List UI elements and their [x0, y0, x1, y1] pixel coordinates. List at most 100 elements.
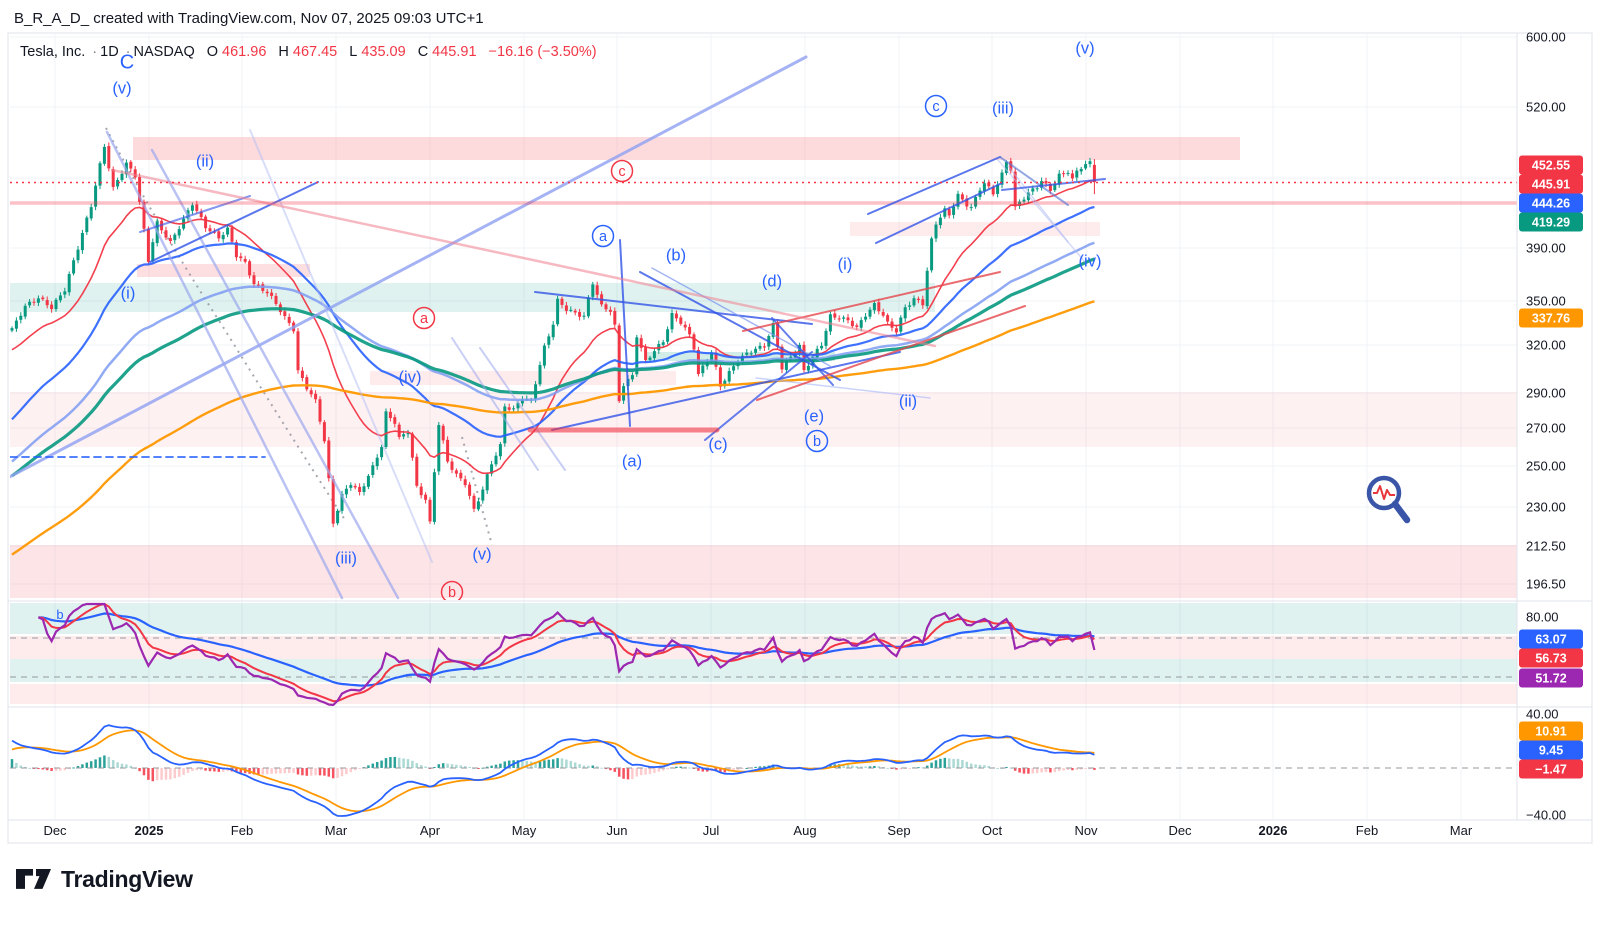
trendline-drawing[interactable] — [704, 351, 813, 441]
svg-text:337.76: 337.76 — [1532, 312, 1570, 326]
supply-zone-top[interactable] — [133, 137, 1240, 160]
wave-label[interactable]: (a) — [622, 453, 642, 471]
time-axis-label: Mar — [1450, 823, 1473, 838]
wave-label[interactable]: (e) — [804, 408, 824, 426]
trendline-drawing[interactable] — [997, 159, 1086, 263]
svg-text:(i): (i) — [838, 256, 853, 274]
trendline-drawing[interactable] — [110, 168, 937, 348]
price-badge: 10.91 — [1519, 721, 1583, 741]
ma-mid-blue[interactable] — [11, 205, 1095, 438]
ma-long-orange[interactable] — [11, 300, 1095, 556]
ma-slow-green[interactable] — [11, 257, 1095, 478]
symbol-legend[interactable]: Tesla, Inc. · 1D · NASDAQ O 461.96 H 467.45 L 435.… — [20, 44, 601, 60]
main-price-pane[interactable]: C (v) (ii) (i) a (iv) (iii) (v) b c a (b) (d) (i) (e) b… — [0, 40, 1517, 603]
rsi-line-purple[interactable] — [37, 602, 1096, 706]
zone-bottom-band[interactable] — [10, 545, 1517, 598]
trendline-drawing[interactable] — [771, 317, 834, 386]
wave-label[interactable]: b — [440, 580, 464, 603]
wave-label[interactable]: (ii) — [196, 153, 214, 171]
time-axis[interactable]: Dec 2025 Feb Mar Apr May Jun Jul Aug Sep Oct Nov Dec… — [43, 823, 1472, 838]
exchange-label: NASDAQ — [133, 44, 195, 60]
close-value: 445.91 — [432, 44, 477, 60]
wave-label[interactable]: (v) — [472, 546, 491, 564]
trendline-drawing[interactable] — [249, 129, 433, 563]
wave-label[interactable]: b — [56, 607, 63, 622]
rsi-pane[interactable]: b — [10, 602, 1517, 706]
trendline-drawing[interactable] — [139, 195, 251, 233]
trendline-drawing[interactable] — [756, 305, 1026, 401]
price-badge: 9.45 — [1519, 740, 1583, 760]
wave-label[interactable]: C — [120, 52, 134, 74]
time-axis-label: Aug — [793, 823, 816, 838]
wave-label[interactable]: (iv) — [1079, 253, 1102, 271]
magnifier-chart-icon[interactable] — [1366, 475, 1411, 524]
svg-text:(a): (a) — [622, 453, 642, 471]
ma-fast-red[interactable] — [11, 180, 1095, 475]
trendline-drawing[interactable] — [875, 182, 1003, 244]
time-axis-label: 2025 — [135, 823, 164, 838]
legend-separator: · — [92, 44, 98, 60]
interval-label[interactable]: 1D — [100, 44, 119, 60]
wave-label[interactable]: (d) — [762, 273, 782, 291]
trendline-drawing[interactable] — [742, 271, 1001, 332]
trendline-drawing[interactable] — [867, 156, 1001, 215]
axis-tick-label: 270.00 — [1526, 421, 1566, 436]
wave-label[interactable]: c — [610, 159, 634, 183]
wave-label[interactable]: a — [412, 306, 436, 330]
price-badge: 337.76 — [1519, 308, 1583, 328]
open-value: 461.96 — [222, 44, 267, 60]
axis-tick-label: −40.00 — [1526, 808, 1566, 823]
axis-tick-label: 212.50 — [1526, 539, 1566, 554]
high-value: 467.45 — [292, 44, 338, 60]
macd-line[interactable] — [11, 724, 1095, 817]
trendline-drawing[interactable] — [105, 130, 344, 600]
rsi-ma-blue[interactable] — [38, 612, 1095, 687]
wave-label[interactable]: (c) — [708, 436, 727, 454]
tradingview-logo[interactable]: TradingView — [15, 866, 193, 893]
wave-label[interactable]: (ii) — [899, 393, 917, 411]
wave-label[interactable]: (iii) — [992, 100, 1014, 118]
dotted-trend-curve[interactable] — [461, 436, 493, 546]
trendline-drawing[interactable] — [0, 55, 808, 482]
rsi-band — [10, 684, 1517, 704]
svg-text:a: a — [599, 229, 608, 245]
wave-label[interactable]: (v) — [112, 80, 131, 98]
zone-jan-small[interactable] — [137, 264, 310, 277]
axis-tick-label: 40.00 — [1526, 707, 1559, 722]
trendline-drawing[interactable] — [534, 291, 813, 325]
trendline-drawing[interactable] — [149, 181, 319, 263]
top-attribution-bar: B_R_A_D_ created with TradingView.com, N… — [0, 0, 1600, 33]
svg-text:(ii): (ii) — [196, 153, 214, 171]
wave-label[interactable]: (iii) — [335, 550, 357, 568]
symbol-name[interactable]: Tesla, Inc. — [20, 44, 86, 60]
trendline-drawing[interactable] — [451, 337, 539, 471]
time-axis-label: Nov — [1074, 823, 1098, 838]
price-badge: 444.26 — [1519, 193, 1583, 213]
macd-pane[interactable] — [10, 724, 1517, 817]
price-axis[interactable]: 600.00520.00450.00390.00350.00320.00290.… — [1519, 30, 1583, 823]
trendline-drawing[interactable] — [150, 148, 400, 600]
svg-text:C: C — [120, 52, 134, 74]
trendline-drawing[interactable] — [479, 347, 566, 471]
wave-label[interactable]: (b) — [666, 247, 686, 265]
close-label: C — [417, 44, 429, 60]
wave-label[interactable]: a — [591, 224, 615, 248]
wave-label[interactable]: c — [924, 94, 948, 118]
svg-text:(d): (d) — [762, 273, 782, 291]
svg-text:(ii): (ii) — [899, 393, 917, 411]
wave-label[interactable]: b — [805, 429, 829, 453]
trendline-drawing[interactable] — [999, 156, 1069, 206]
trendline-drawing[interactable] — [619, 239, 631, 427]
wave-label[interactable]: (i) — [838, 256, 853, 274]
trendline-drawing[interactable] — [755, 377, 931, 399]
wave-label[interactable]: (i) — [121, 285, 136, 303]
trendline-drawing[interactable] — [551, 351, 901, 431]
svg-text:419.29: 419.29 — [1532, 216, 1570, 230]
trendline-drawing[interactable] — [1007, 165, 1069, 243]
trendline-drawing[interactable] — [1001, 178, 1106, 191]
demand-zone-green[interactable] — [10, 283, 935, 312]
wave-label[interactable]: (v) — [1075, 40, 1094, 58]
svg-text:10.91: 10.91 — [1535, 725, 1566, 739]
wave-label[interactable]: (iv) — [399, 369, 422, 387]
